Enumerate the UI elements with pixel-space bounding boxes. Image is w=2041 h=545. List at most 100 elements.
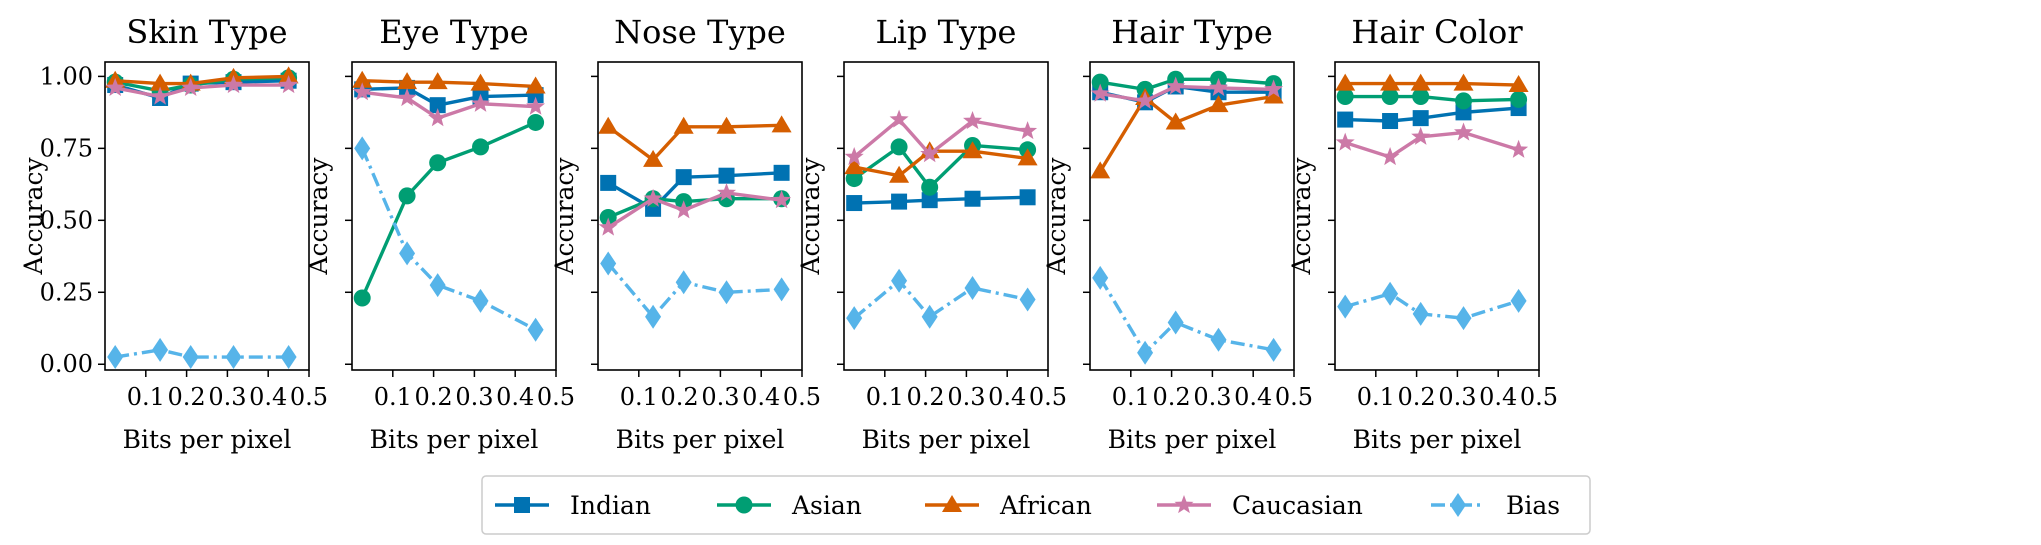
data-point: [1135, 90, 1155, 109]
legend-box: [481, 475, 1591, 535]
data-point: [429, 154, 447, 172]
x-tick-label: 0.3: [701, 383, 739, 411]
series-caucasian: [105, 75, 299, 105]
data-point: [1263, 86, 1284, 104]
data-point: [600, 174, 617, 191]
legend-label: Indian: [570, 491, 651, 520]
x-tick-label: 0.1: [127, 383, 165, 411]
series-line: [360, 147, 537, 332]
data-point: [427, 72, 448, 90]
data-point: [598, 116, 619, 134]
data-point: [107, 345, 124, 370]
data-point: [353, 289, 371, 307]
data-point: [1210, 327, 1227, 352]
data-point: [1090, 83, 1110, 102]
series-caucasian: [1335, 122, 1529, 166]
data-point: [645, 304, 662, 329]
data-point: [1508, 75, 1529, 93]
data-point: [1018, 121, 1038, 140]
panel-title: Eye Type: [379, 13, 528, 51]
x-tick-label: 0.1: [866, 383, 904, 411]
legend-entry-african: African: [925, 491, 1092, 520]
data-point: [1017, 148, 1038, 166]
panel-title: Nose Type: [614, 13, 786, 51]
plot-frame: [104, 61, 310, 371]
series-line: [607, 123, 782, 162]
data-point: [1380, 73, 1401, 91]
series-african: [352, 70, 546, 94]
data-point: [600, 251, 617, 276]
x-tick-label: 0.5: [537, 383, 575, 411]
x-tick-label: 0.3: [947, 383, 985, 411]
legend-label: African: [999, 491, 1092, 520]
data-point: [1208, 95, 1229, 113]
series-caucasian: [844, 109, 1038, 166]
x-tick-label: 0.2: [1153, 383, 1191, 411]
series-line: [1345, 94, 1519, 103]
legend-marker: [735, 496, 753, 514]
data-point: [1336, 88, 1354, 106]
data-point: [182, 345, 199, 370]
y-axis-label: Accuracy: [304, 157, 333, 276]
y-axis-label: Accuracy: [550, 157, 579, 276]
series-bias: [107, 337, 297, 370]
data-point: [150, 73, 171, 91]
data-point: [846, 306, 863, 331]
data-point: [1381, 88, 1399, 106]
series-line: [1098, 277, 1274, 355]
legend-label: Asian: [791, 491, 862, 520]
data-point: [1382, 113, 1399, 130]
x-axis-label: Bits per pixel: [862, 425, 1031, 454]
data-point: [716, 116, 737, 134]
data-point: [527, 317, 544, 342]
data-point: [889, 165, 910, 183]
data-point: [354, 136, 371, 161]
data-point: [397, 87, 417, 107]
data-point: [429, 273, 446, 298]
legend-entry-caucasian: Caucasian: [1157, 491, 1363, 520]
data-point: [1264, 79, 1284, 98]
data-point: [1091, 73, 1109, 91]
legend: Indian Asian African Caucasian Bias: [481, 475, 1591, 535]
x-tick-label: 0.5: [1520, 383, 1558, 411]
plot-frame: [351, 61, 557, 371]
data-point: [673, 116, 694, 134]
data-point: [962, 141, 983, 159]
data-point: [105, 77, 125, 96]
y-tick-label: 1.00: [40, 62, 93, 90]
series-bias: [1092, 265, 1282, 365]
panel-title: Skin Type: [126, 13, 287, 51]
legend-marker: [942, 495, 962, 512]
legend-marker: [1450, 493, 1466, 517]
data-point: [399, 241, 416, 266]
x-axis-label: Bits per pixel: [1353, 425, 1522, 454]
legend-entry-asian: Asian: [717, 491, 862, 520]
y-tick-label: 0.00: [40, 350, 93, 378]
legend-marker: [514, 497, 530, 513]
series-asian: [1336, 88, 1528, 110]
x-axis-label: Bits per pixel: [123, 425, 292, 454]
data-point: [1019, 287, 1036, 312]
data-point: [278, 66, 299, 84]
series-line: [853, 149, 1028, 178]
legend-entry-bias: Bias: [1431, 491, 1560, 520]
x-tick-label: 0.3: [455, 383, 493, 411]
panel-hair-color: Hair Color 0.1 0.2 0.3 0.4 0.5 Bits per pixel A…: [1287, 13, 1558, 454]
data-point: [1380, 146, 1400, 166]
plot-frame: [843, 61, 1049, 371]
data-point: [1382, 281, 1399, 306]
data-point: [718, 167, 735, 184]
data-point: [1412, 110, 1429, 127]
data-point: [844, 146, 864, 166]
data-point: [1337, 111, 1354, 128]
data-point: [525, 76, 546, 94]
data-point: [845, 170, 863, 188]
x-tick-label: 0.2: [168, 383, 206, 411]
data-point: [150, 86, 170, 105]
data-point: [675, 270, 692, 295]
x-tick-label: 0.2: [415, 383, 453, 411]
data-point: [225, 345, 242, 370]
series-line: [1344, 130, 1520, 159]
data-point: [1265, 337, 1282, 362]
